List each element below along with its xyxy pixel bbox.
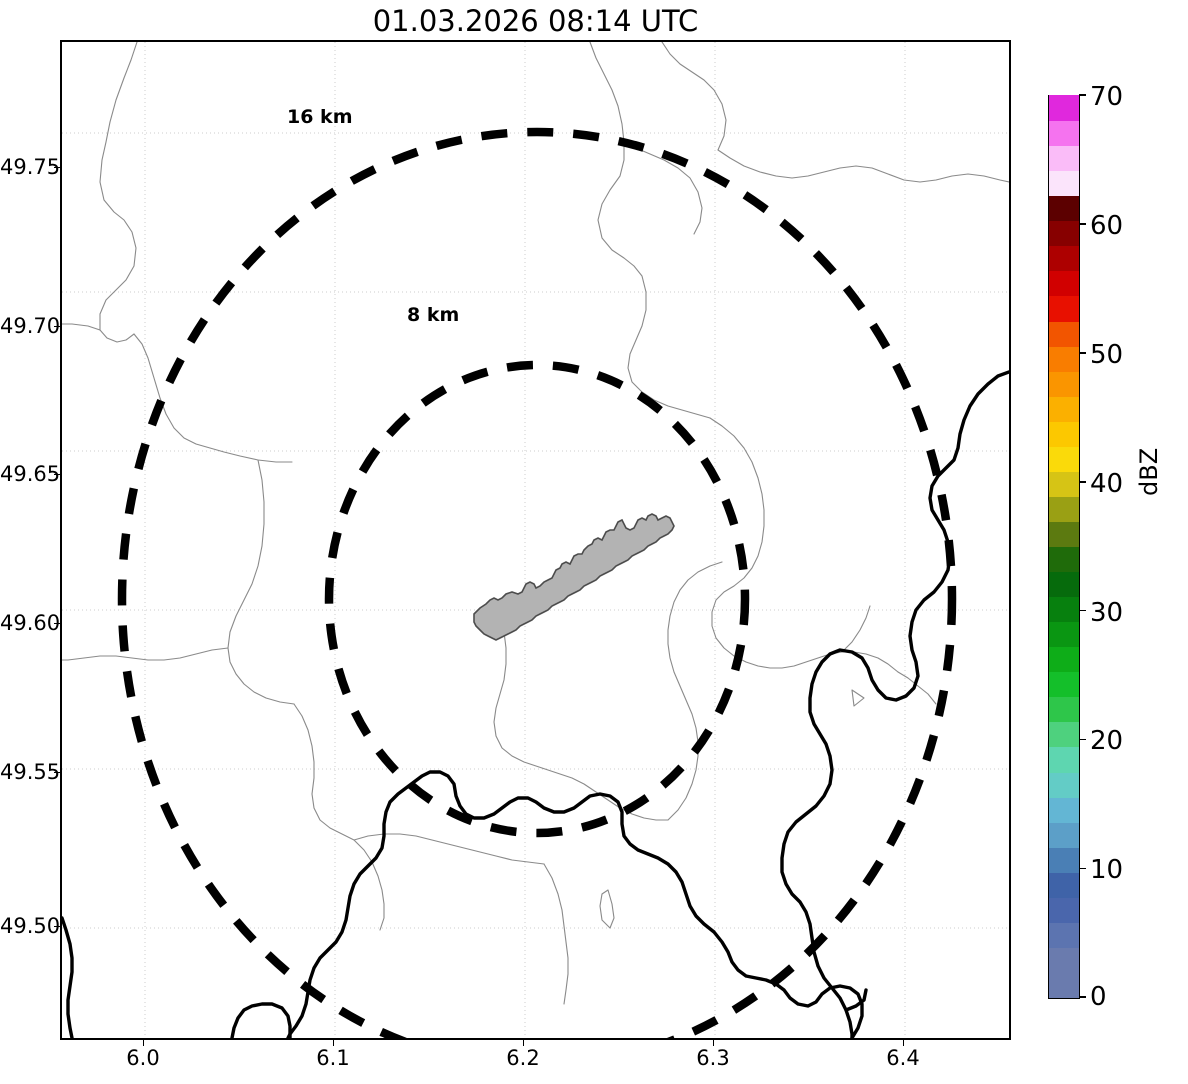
colorbar-tick-label-40: 40 [1090,469,1124,499]
range-ring-8km [324,360,750,838]
x-tick-mark [713,1040,714,1046]
colorbar-band [1049,446,1079,472]
colorbar-tick-mark [1079,480,1086,483]
colorbar-band [1049,972,1079,998]
y-tick-mark [54,167,60,168]
y-tick-mark [54,474,60,475]
colorbar-band [1049,872,1079,898]
colorbar-tick-label-20: 20 [1090,726,1124,756]
x-tick-mark [143,1040,144,1046]
colorbar-band [1049,897,1079,923]
colorbar-band [1049,546,1079,573]
colorbar-axis-label: dBZ [1135,447,1163,496]
luxembourg-city-boundary [473,513,675,641]
colorbar-band [1049,621,1079,648]
colorbar-band [1049,822,1079,848]
y-tick-mark [54,623,60,624]
x-tick-mark [523,1040,524,1046]
colorbar-band [1049,596,1079,623]
colorbar-band [1049,95,1079,122]
colorbar-band [1049,320,1079,347]
colorbar-tick-label-10: 10 [1090,855,1124,885]
colorbar-band [1049,521,1079,547]
colorbar-tick-mark [1079,223,1086,225]
colorbar-tick-mark [1079,738,1086,741]
national-border [62,370,1009,1038]
x-tick-mark [903,1040,904,1046]
y-tick-label-49-50: 49.50 [0,914,61,938]
colorbar-tick-mark [1079,94,1086,96]
colorbar-band [1049,471,1079,497]
colorbar-band [1049,947,1079,973]
range-rings [117,127,957,1038]
y-tick-label-49-70: 49.70 [0,314,61,338]
colorbar-band [1049,922,1079,948]
x-tick-label-6-0: 6.0 [126,1046,160,1070]
colorbar-band [1049,170,1079,197]
map-plot-area[interactable]: 16 km 8 km [60,40,1011,1040]
colorbar-band [1049,571,1079,598]
colorbar-tick-mark [1079,352,1086,354]
colorbar-tick-mark [1079,867,1086,870]
colorbar-band [1049,796,1079,823]
colorbar-band [1049,145,1079,172]
colorbar-tick-label-30: 30 [1090,598,1124,628]
colorbar-band [1049,646,1079,673]
x-tick-label-6-3: 6.3 [696,1046,730,1070]
x-tick-label-6-1: 6.1 [316,1046,350,1070]
colorbar-band [1049,295,1079,322]
colorbar-band [1049,421,1079,447]
range-ring-16km [117,127,957,1038]
y-tick-mark [54,926,60,927]
y-tick-label-49-65: 49.65 [0,462,61,486]
x-tick-mark [333,1040,334,1046]
y-tick-label-49-60: 49.60 [0,611,61,635]
colorbar-band [1049,746,1079,773]
colorbar-band [1049,270,1079,297]
colorbar-tick-label-60: 60 [1090,211,1124,241]
range-ring-label-16km: 16 km [287,106,353,128]
colorbar-band [1049,371,1079,397]
y-tick-label-49-55: 49.55 [0,760,61,784]
colorbar-band [1049,496,1079,522]
colorbar-band [1049,120,1079,147]
colorbar-band [1049,245,1079,272]
y-tick-mark [54,326,60,327]
colorbar-band [1049,671,1079,698]
colorbar-band [1049,721,1079,748]
colorbar-band [1049,771,1079,798]
colorbar-band [1049,396,1079,422]
range-ring-label-8km: 8 km [407,304,460,326]
colorbar-tick-mark [1079,609,1086,612]
y-tick-mark [54,772,60,773]
colorbar-tick-mark [1079,996,1086,998]
dbz-colorbar[interactable] [1048,94,1086,999]
colorbar-tick-label-0: 0 [1090,982,1107,1012]
colorbar-band [1049,696,1079,723]
x-tick-label-6-4: 6.4 [886,1046,920,1070]
map-gridlines [62,42,1009,1038]
figure-title: 01.03.2026 08:14 UTC [372,4,699,38]
colorbar-band [1049,847,1079,873]
y-tick-label-49-75: 49.75 [0,155,61,179]
colorbar-tick-label-70: 70 [1090,82,1124,112]
colorbar-band [1049,345,1079,372]
colorbar-band [1049,195,1079,222]
colorbar-band [1049,220,1079,247]
administrative-borders [62,42,1009,1005]
x-tick-label-6-2: 6.2 [506,1046,540,1070]
colorbar-tick-label-50: 50 [1090,340,1124,370]
